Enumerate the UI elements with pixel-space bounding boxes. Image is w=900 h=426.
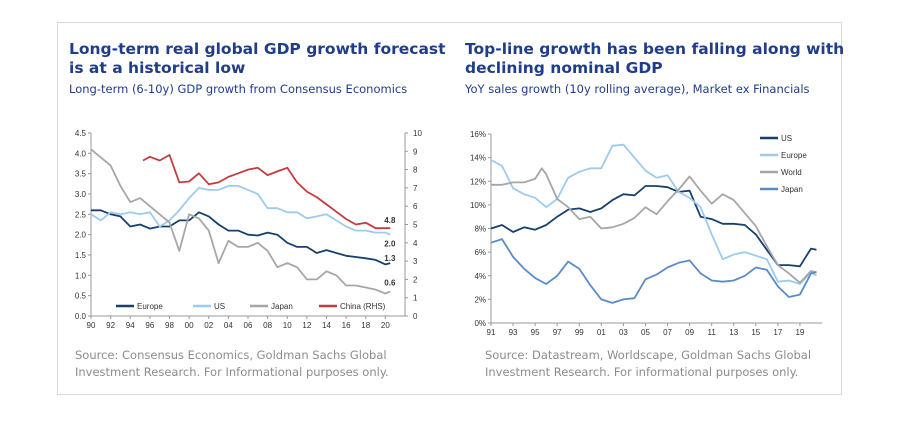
y2-tick-label: 8 <box>413 166 418 175</box>
y2-tick-label: 5 <box>413 221 418 230</box>
y-tick-label: 8% <box>474 225 486 234</box>
y-tick-label: 2.5 <box>75 210 87 219</box>
end-value-label: 2.0 <box>384 240 396 249</box>
y-tick-label: 14% <box>470 154 486 163</box>
end-value-label: 4.8 <box>384 216 396 225</box>
y2-tick-label: 9 <box>413 147 418 156</box>
y2-tick-label: 2 <box>413 275 418 284</box>
y-tick-label: 4.5 <box>75 129 87 138</box>
series-line-europe <box>91 209 391 266</box>
x-tick-label: 06 <box>244 321 253 330</box>
right-chart-source: Source: Datastream, Worldscape, Goldman … <box>485 348 812 379</box>
y-tick-label: 6% <box>474 248 486 257</box>
legend-label: Europe <box>781 151 807 160</box>
x-tick-label: 04 <box>224 321 233 330</box>
x-tick-label: 98 <box>165 321 174 330</box>
series-line-japan <box>490 238 817 304</box>
y2-tick-label: 10 <box>413 129 422 138</box>
legend-label: Europe <box>137 302 163 311</box>
x-tick-label: 09 <box>685 328 694 337</box>
y-tick-label: 16% <box>470 130 486 139</box>
series-line-us <box>90 184 391 236</box>
x-tick-label: 18 <box>361 321 370 330</box>
legend-label: World <box>781 168 802 177</box>
right-chart-subtitle: YoY sales growth (10y rolling average), … <box>465 82 810 96</box>
x-tick-label: 93 <box>509 328 518 337</box>
y-tick-label: 1.5 <box>75 251 87 260</box>
y2-tick-label: 0 <box>413 312 418 321</box>
legend-label: Japan <box>781 185 803 194</box>
x-tick-label: 03 <box>619 328 628 337</box>
x-tick-label: 17 <box>773 328 782 337</box>
y-tick-label: 12% <box>470 177 486 186</box>
y-tick-label: 0.0 <box>75 312 87 321</box>
x-tick-label: 11 <box>708 328 717 337</box>
y-tick-label: 1.0 <box>75 271 87 280</box>
y2-tick-label: 4 <box>413 239 418 248</box>
y-tick-label: 0% <box>474 319 486 328</box>
end-value-label: 1.3 <box>384 254 396 263</box>
y2-tick-label: 3 <box>413 257 418 266</box>
series-line-us <box>490 185 817 268</box>
x-tick-label: 00 <box>185 321 194 330</box>
series-line-china-rhs- <box>142 154 391 230</box>
x-tick-label: 19 <box>795 328 804 337</box>
x-tick-label: 08 <box>263 321 272 330</box>
x-tick-label: 10 <box>283 321 292 330</box>
left-chart-source: Source: Consensus Economics, Goldman Sac… <box>75 348 389 379</box>
x-tick-label: 20 <box>381 321 390 330</box>
x-tick-label: 14 <box>322 321 331 330</box>
legend-label: China (RHS) <box>340 302 386 311</box>
y2-tick-label: 1 <box>413 294 418 303</box>
y-tick-label: 2% <box>474 295 486 304</box>
figure-card <box>57 22 842 395</box>
x-tick-label: 01 <box>597 328 606 337</box>
series-line-europe <box>490 143 817 285</box>
legend-label: Japan <box>271 302 293 311</box>
y2-tick-label: 7 <box>413 184 418 193</box>
x-tick-label: 16 <box>342 321 351 330</box>
y-tick-label: 2.0 <box>75 231 87 240</box>
x-tick-label: 94 <box>126 321 135 330</box>
y-tick-label: 3.5 <box>75 170 87 179</box>
x-tick-label: 90 <box>87 321 96 330</box>
y-tick-label: 10% <box>470 201 486 210</box>
x-tick-label: 95 <box>531 328 540 337</box>
x-tick-label: 96 <box>145 321 154 330</box>
right-chart-title: Top-line growth has been falling along w… <box>465 40 845 77</box>
y-tick-label: 4% <box>474 272 486 281</box>
left-chart-title: Long-term real global GDP growth forecas… <box>69 40 446 77</box>
x-tick-label: 99 <box>575 328 584 337</box>
x-tick-label: 12 <box>302 321 311 330</box>
y-tick-label: 4.0 <box>75 149 87 158</box>
x-tick-label: 91 <box>487 328 496 337</box>
x-tick-label: 02 <box>204 321 213 330</box>
x-tick-label: 92 <box>106 321 115 330</box>
legend-label: US <box>214 302 225 311</box>
x-tick-label: 05 <box>641 328 650 337</box>
end-value-label: 0.6 <box>384 279 396 288</box>
x-tick-label: 07 <box>663 328 672 337</box>
y-tick-label: 3.0 <box>75 190 87 199</box>
x-tick-label: 97 <box>553 328 562 337</box>
y2-tick-label: 6 <box>413 202 418 211</box>
series-line-japan <box>90 148 391 295</box>
x-tick-label: 13 <box>729 328 738 337</box>
left-chart-subtitle: Long-term (6-10y) GDP growth from Consen… <box>69 82 408 96</box>
legend-label: US <box>781 134 792 143</box>
series-line-world <box>491 167 817 284</box>
y-tick-label: 0.5 <box>75 292 87 301</box>
x-tick-label: 15 <box>751 328 760 337</box>
